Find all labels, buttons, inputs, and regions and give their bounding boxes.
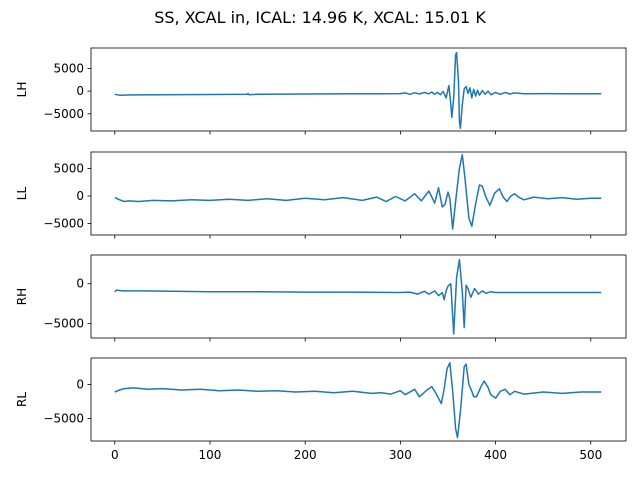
y-tick-label: 0	[76, 189, 84, 203]
y-axis-label: LL	[15, 187, 29, 201]
y-tick-label: 5000	[53, 161, 84, 175]
y-tick-label: 0	[76, 277, 84, 291]
x-tick-label: 300	[389, 448, 412, 462]
y-axis-label: RL	[15, 392, 29, 407]
series-line	[114, 259, 602, 335]
axes-frame	[90, 254, 627, 339]
y-tick-label: 0	[76, 84, 84, 98]
y-tick-label: −5000	[43, 107, 84, 121]
x-tick-label: 0	[111, 448, 119, 462]
y-tick-label: −5000	[43, 317, 84, 331]
x-tick-label: 500	[579, 448, 602, 462]
x-tick-label: 400	[484, 448, 507, 462]
subplot-lh: −5000 0 5000 LH	[15, 47, 627, 135]
axes-frame	[90, 47, 627, 132]
y-tick-label: −5000	[43, 412, 84, 426]
subplot-rh: −5000 0 RH	[15, 254, 627, 342]
axes-frame	[90, 357, 627, 442]
y-axis-label: LH	[15, 82, 29, 98]
figure-title: SS, XCAL in, ICAL: 14.96 K, XCAL: 15.01 …	[154, 8, 486, 27]
series-line	[114, 153, 602, 230]
y-tick-label: 0	[76, 378, 84, 392]
x-tick-label: 200	[294, 448, 317, 462]
subplot-ll: −5000 0 5000 LL	[15, 151, 627, 239]
x-tick-label: 100	[199, 448, 222, 462]
series-line	[114, 362, 602, 439]
subplot-rl: −5000 0 0 100 200 300 400 500 RL	[15, 357, 627, 462]
y-tick-label: 5000	[53, 61, 84, 75]
axes-frame	[90, 151, 627, 236]
series-line	[114, 51, 602, 130]
y-tick-label: −5000	[43, 216, 84, 230]
y-axis-label: RH	[15, 288, 29, 305]
